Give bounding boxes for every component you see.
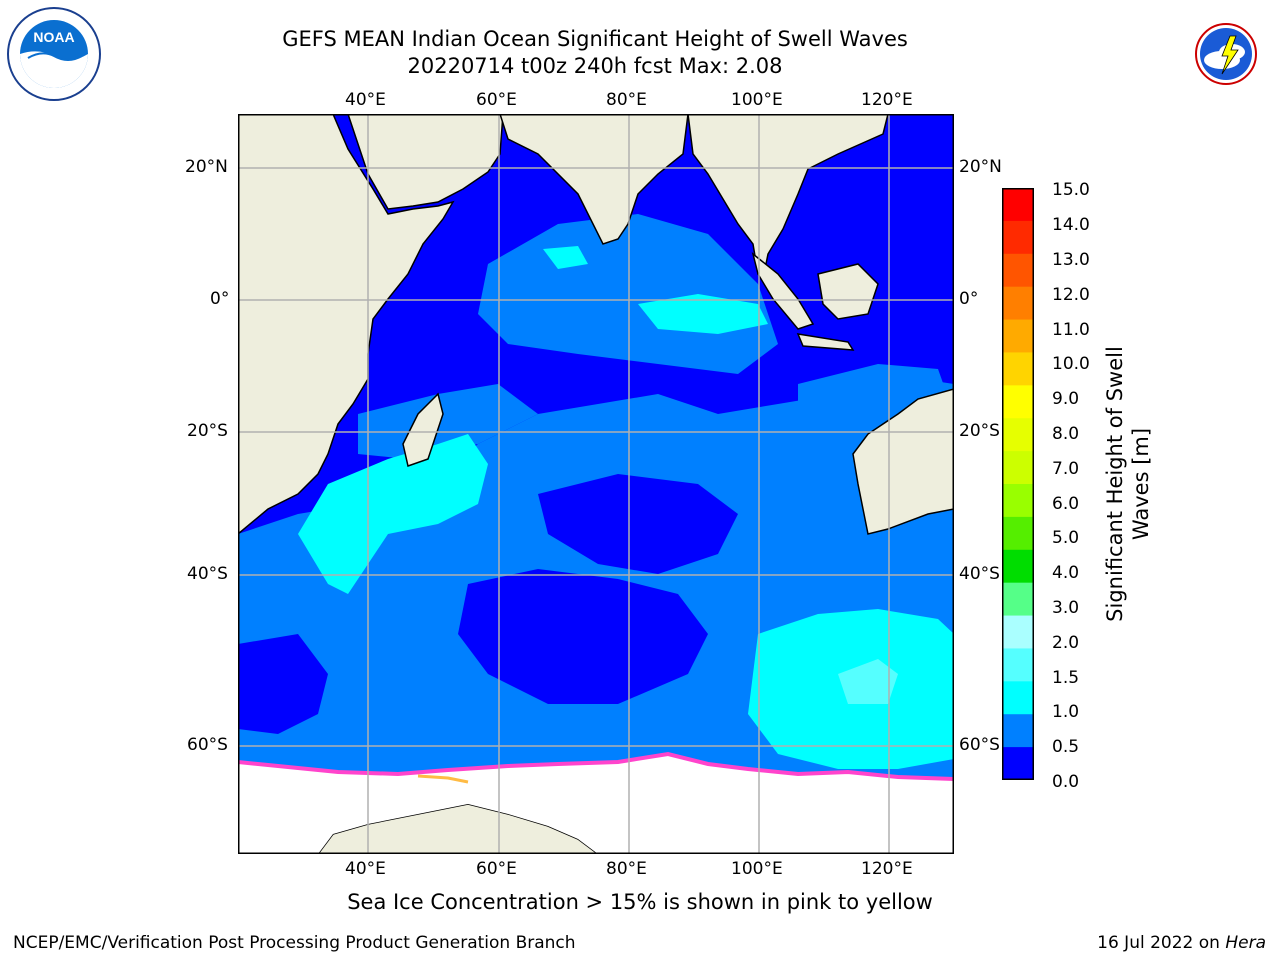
swell-band-0.5-1.0 <box>358 384 538 459</box>
colorbar-swatch <box>1002 253 1034 288</box>
colorbar-tick: 15.0 <box>1052 180 1090 200</box>
sea-ice-note: Sea Ice Concentration > 15% is shown in … <box>347 890 933 914</box>
colorbar-tick: 9.0 <box>1052 389 1080 409</box>
lon-tick-top: 40°E <box>345 90 386 110</box>
colorbar-tick: 4.0 <box>1052 563 1080 583</box>
lon-tick-bottom: 60°E <box>476 859 517 879</box>
noaa-logo: NOAA <box>7 7 101 101</box>
land-arabia <box>347 114 504 210</box>
colorbar-swatch <box>1002 220 1034 255</box>
colorbar-swatch <box>1002 516 1034 551</box>
footer-host: Hera <box>1225 933 1266 953</box>
land-africa <box>238 114 455 535</box>
colorbar <box>1002 188 1034 780</box>
lon-tick-top: 80°E <box>606 90 647 110</box>
swell-height-map[interactable] <box>238 114 954 854</box>
swell-band-1.0-1.5 <box>298 434 488 594</box>
colorbar-tick: 6.0 <box>1052 494 1080 514</box>
land-madagascar <box>402 392 444 467</box>
lat-tick-right: 0° <box>959 289 979 309</box>
colorbar-swatch <box>1002 418 1034 452</box>
colorbar-tick: 12.0 <box>1052 285 1090 305</box>
colorbar-swatch <box>1002 582 1034 617</box>
colorbar-tick: 1.5 <box>1052 668 1080 688</box>
colorbar-tick: 8.0 <box>1052 424 1080 444</box>
sea-ice-region <box>238 754 954 854</box>
land-borneo <box>817 263 879 320</box>
colorbar-swatch <box>1002 286 1034 321</box>
colorbar-swatch <box>1002 319 1034 353</box>
land-java <box>796 333 855 351</box>
colorbar-tick: 5.0 <box>1052 528 1080 548</box>
colorbar-tick: 0.0 <box>1052 772 1080 792</box>
colorbar-border <box>1002 188 1034 780</box>
footer-date: 16 Jul 2022 on <box>1097 933 1220 953</box>
nws-logo <box>1180 8 1272 100</box>
colorbar-swatch <box>1002 484 1034 518</box>
lon-tick-bottom: 120°E <box>861 859 913 879</box>
swell-band-1.0-1.5 <box>638 294 768 334</box>
lat-tick-right: 60°S <box>959 735 1000 755</box>
colorbar-tick: 2.0 <box>1052 633 1080 653</box>
lon-tick-bottom: 40°E <box>345 859 386 879</box>
colorbar-label: Significant Height of Swell Waves [m] <box>1102 304 1154 664</box>
land-southeast-asia <box>687 114 889 281</box>
land-sumatra <box>751 252 815 330</box>
colorbar-tick: 0.5 <box>1052 737 1080 757</box>
land-india <box>499 114 689 245</box>
lon-tick-bottom: 100°E <box>731 859 783 879</box>
colorbar-tick: 11.0 <box>1052 320 1090 340</box>
colorbar-tick: 3.0 <box>1052 598 1080 618</box>
colorbar-label-line2: Waves [m] <box>1129 427 1153 541</box>
land-australia <box>852 388 954 535</box>
swell-band-0-0.5 <box>538 474 738 574</box>
colorbar-label-line1: Significant Height of Swell <box>1103 346 1127 622</box>
colorbar-tick: 13.0 <box>1052 250 1090 270</box>
lon-tick-bottom: 80°E <box>606 859 647 879</box>
swell-band-0-0.5 <box>238 634 328 734</box>
chart-subtitle: 20220714 t00z 240h fcst Max: 2.08 <box>407 54 783 78</box>
colorbar-swatch <box>1002 385 1034 419</box>
footer-credit: NCEP/EMC/Verification Post Processing Pr… <box>13 933 576 953</box>
colorbar-swatch <box>1002 451 1034 485</box>
noaa-logo-text: NOAA <box>33 29 74 45</box>
lon-tick-top: 120°E <box>861 90 913 110</box>
sea-ice-edge <box>238 751 954 781</box>
lat-tick-left: 0° <box>210 289 230 309</box>
swell-band-1.0-1.5 <box>543 246 588 269</box>
colorbar-tick: 7.0 <box>1052 459 1080 479</box>
map-border <box>238 114 954 854</box>
lat-tick-right: 40°S <box>959 564 1000 584</box>
footer-timestamp: 16 Jul 2022 on Hera <box>1097 933 1266 953</box>
colorbar-tick: 10.0 <box>1052 354 1090 374</box>
colorbar-tick: 1.0 <box>1052 702 1080 722</box>
colorbar-swatch <box>1002 615 1034 649</box>
colorbar-swatch <box>1002 681 1034 715</box>
sea-ice-edge <box>417 774 469 784</box>
graticule <box>238 114 954 854</box>
lon-tick-top: 100°E <box>731 90 783 110</box>
lat-tick-left: 20°S <box>187 421 228 441</box>
colorbar-swatch <box>1002 188 1034 222</box>
swell-band-0-0.5 <box>458 569 708 704</box>
lat-tick-left: 60°S <box>187 735 228 755</box>
chart-title: GEFS MEAN Indian Ocean Significant Heigh… <box>282 27 908 51</box>
lat-tick-left: 40°S <box>187 564 228 584</box>
colorbar-swatch <box>1002 648 1034 682</box>
swell-band-1.5-2.0 <box>838 659 898 704</box>
colorbar-swatch <box>1002 352 1034 386</box>
colorbar-swatch <box>1002 714 1034 748</box>
lat-tick-right: 20°N <box>959 157 1002 177</box>
lat-tick-left: 20°N <box>185 157 228 177</box>
colorbar-tick: 14.0 <box>1052 215 1090 235</box>
colorbar-swatch <box>1002 747 1034 780</box>
lon-tick-top: 60°E <box>476 90 517 110</box>
lat-tick-right: 20°S <box>959 421 1000 441</box>
colorbar-swatch <box>1002 549 1034 584</box>
